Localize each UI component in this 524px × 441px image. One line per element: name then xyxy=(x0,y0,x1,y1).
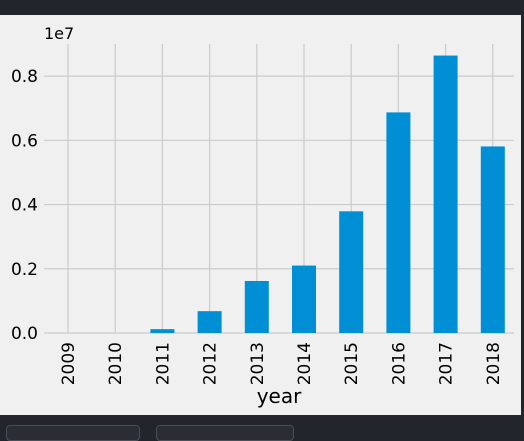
y-tick-label: 0.2 xyxy=(11,260,38,280)
bars xyxy=(150,55,505,334)
x-tick-label: 2013 xyxy=(248,342,268,385)
x-tick-label: 2016 xyxy=(389,342,409,385)
y-tick-label: 0.8 xyxy=(11,67,38,87)
bar-2013 xyxy=(244,280,269,333)
chart-canvas: 0.0 0.2 0.4 0.6 0.8 2009 2010 2011 2012 2013 2014… xyxy=(0,15,521,415)
x-tick-label: 2009 xyxy=(59,342,79,385)
x-tick-label: 2010 xyxy=(106,342,126,385)
bar-2012 xyxy=(197,311,222,333)
bar-2018 xyxy=(480,146,505,333)
x-tick-label: 2017 xyxy=(437,342,457,385)
y-tick-label: 0.6 xyxy=(11,131,38,151)
x-axis-label: year xyxy=(257,384,302,408)
bar-2016 xyxy=(386,112,411,333)
x-tick-label: 2012 xyxy=(201,342,221,385)
bottom-tab-left[interactable] xyxy=(6,425,140,441)
bar-2015 xyxy=(339,211,364,333)
bar-2017 xyxy=(433,55,458,334)
bottom-tab-right[interactable] xyxy=(156,425,294,441)
y-offset-label: 1e7 xyxy=(44,24,74,43)
y-tick-label: 0.0 xyxy=(11,324,38,344)
x-tick-label: 2015 xyxy=(342,342,362,385)
x-tick-label: 2014 xyxy=(295,342,315,385)
bar-2014 xyxy=(292,265,316,333)
bar-2011 xyxy=(150,329,175,333)
y-tick-label: 0.4 xyxy=(11,196,38,216)
x-axis-ticks: 2009 2010 2011 2012 2013 2014 2015 2016 2017 2018 xyxy=(59,342,504,385)
y-axis-ticks: 0.0 0.2 0.4 0.6 0.8 xyxy=(11,67,38,344)
x-tick-label: 2011 xyxy=(153,342,173,385)
x-tick-label: 2018 xyxy=(484,342,504,385)
